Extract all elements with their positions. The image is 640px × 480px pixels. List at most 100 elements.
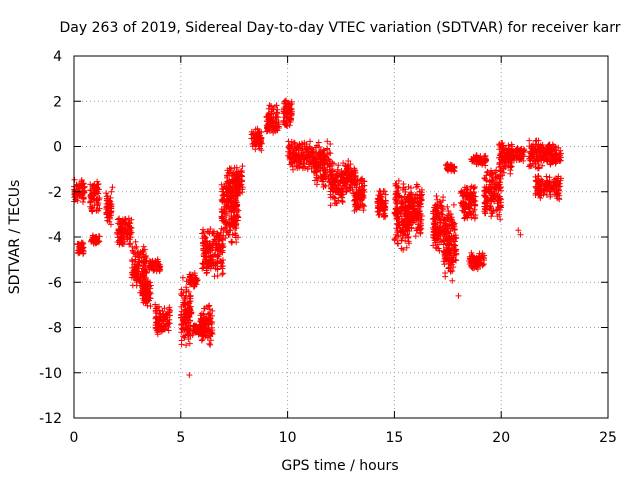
data-point [202, 235, 209, 242]
data-point [214, 232, 221, 239]
data-point [103, 190, 110, 197]
data-point [228, 214, 235, 221]
data-point [234, 192, 241, 199]
data-point [132, 274, 139, 281]
data-point [311, 177, 318, 184]
data-point [471, 215, 478, 222]
data-point [288, 110, 295, 117]
data-point [252, 126, 259, 133]
y-tick-label: -10 [39, 366, 62, 382]
data-point [126, 224, 133, 231]
data-point [119, 216, 126, 223]
data-point [89, 208, 96, 215]
data-point [296, 151, 303, 158]
data-point [202, 257, 209, 264]
data-point [218, 181, 225, 188]
data-point [374, 208, 381, 215]
data-point [87, 199, 94, 206]
data-point [153, 327, 160, 334]
data-point [263, 122, 270, 129]
data-point [543, 173, 550, 180]
x-tick-label: 10 [279, 430, 297, 446]
data-point [164, 320, 171, 327]
data-point [192, 275, 199, 282]
data-point [334, 166, 341, 173]
data-point [216, 236, 223, 243]
data-point [105, 207, 112, 214]
data-point [207, 330, 214, 337]
data-point [200, 226, 207, 233]
data-point [183, 314, 190, 321]
data-point [140, 243, 147, 250]
data-point [359, 201, 366, 208]
data-point [310, 148, 317, 155]
x-tick-label: 5 [176, 430, 185, 446]
data-point [226, 185, 233, 192]
data-point [223, 212, 230, 219]
data-point [183, 284, 190, 291]
data-point [187, 279, 194, 286]
data-point [204, 325, 211, 332]
data-point [214, 253, 221, 260]
data-point [307, 138, 314, 145]
data-point [226, 170, 233, 177]
data-point [178, 329, 185, 336]
data-point [186, 372, 193, 379]
data-point [139, 248, 146, 255]
data-point [359, 196, 366, 203]
data-point [182, 299, 189, 306]
data-point [92, 189, 99, 196]
data-point [128, 216, 135, 223]
data-point [155, 321, 162, 328]
data-point [184, 306, 191, 313]
data-point [152, 315, 159, 322]
data-point [135, 254, 142, 261]
data-point [109, 184, 116, 191]
data-point [220, 243, 227, 250]
data-point [343, 181, 350, 188]
data-point [356, 190, 363, 197]
data-point [132, 253, 139, 260]
data-point [144, 279, 151, 286]
data-point [353, 195, 360, 202]
data-point [138, 273, 145, 280]
data-point [324, 138, 331, 145]
data-point [258, 135, 265, 142]
data-point [218, 215, 225, 222]
data-point [295, 147, 302, 154]
data-point [201, 243, 208, 250]
data-point [116, 215, 123, 222]
data-point [203, 263, 210, 270]
data-point [127, 231, 134, 238]
data-point [229, 203, 236, 210]
chart-title: Day 263 of 2019, Sidereal Day-to-day VTE… [60, 20, 621, 36]
data-point [203, 264, 210, 271]
data-point [119, 226, 126, 233]
data-point [222, 235, 229, 242]
data-point [232, 218, 239, 225]
y-tick-label: -12 [39, 411, 62, 427]
data-point [191, 272, 198, 279]
data-point [287, 117, 294, 124]
data-point [235, 207, 242, 214]
data-point [158, 322, 165, 329]
data-point [74, 192, 81, 199]
data-point [186, 340, 193, 347]
data-point [358, 197, 365, 204]
data-point [182, 310, 189, 317]
data-point [291, 140, 298, 147]
data-point [239, 163, 246, 170]
data-point [155, 303, 162, 310]
data-point [154, 256, 161, 263]
data-point [233, 232, 240, 239]
data-point [214, 272, 221, 279]
data-point [216, 258, 223, 265]
data-point [95, 186, 102, 193]
data-point [106, 218, 113, 225]
data-point [201, 305, 208, 312]
data-point [330, 188, 337, 195]
data-point [235, 168, 242, 175]
data-point [183, 292, 190, 299]
data-point [375, 200, 382, 207]
data-point [314, 142, 321, 149]
